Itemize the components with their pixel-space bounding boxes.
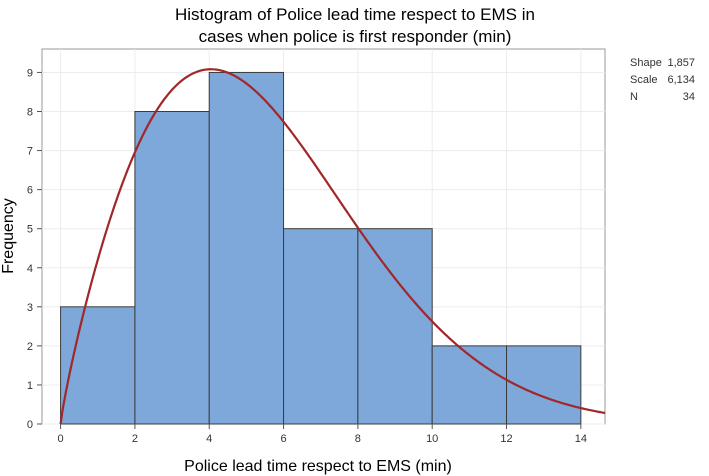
histogram-bar — [431, 345, 508, 425]
y-tick-label: 5 — [27, 224, 33, 236]
y-tick-label: 3 — [27, 302, 33, 314]
y-tick-label: 1 — [27, 380, 33, 392]
y-tick-label: 9 — [27, 67, 33, 79]
y-axis-title: Frequency — [0, 198, 17, 274]
histogram-bar — [506, 345, 582, 425]
stat-label-shape: Shape — [630, 57, 662, 69]
x-tick-label: 14 — [575, 433, 587, 445]
x-tick-label: 2 — [132, 433, 138, 445]
y-tick-label: 4 — [27, 263, 33, 275]
histogram-bar — [208, 71, 285, 425]
histogram-bar — [283, 228, 359, 425]
x-tick-label: 8 — [355, 433, 361, 445]
x-tick-label: 10 — [426, 433, 438, 445]
x-tick-label: 12 — [500, 433, 512, 445]
histogram-bars — [60, 71, 582, 425]
histogram-bar — [134, 111, 210, 425]
stat-label-scale: Scale — [630, 74, 658, 86]
stat-value-shape: 1,857 — [667, 57, 695, 69]
y-tick-label: 2 — [27, 341, 33, 353]
y-tick-label: 6 — [27, 185, 33, 197]
stat-value-n: 34 — [683, 91, 695, 103]
weibull-fit-curve — [59, 68, 606, 425]
y-tick-label: 7 — [27, 146, 33, 158]
stats-box: Shape 1,857 Scale 6,134 N 34 — [630, 57, 695, 103]
y-axis-ticks: 0 1 2 3 4 5 6 7 8 9 — [27, 67, 42, 431]
stat-value-scale: 6,134 — [667, 74, 695, 86]
x-tick-label: 0 — [58, 433, 64, 445]
x-axis-title: Police lead time respect to EMS (min) — [184, 458, 452, 475]
histogram-bar — [357, 228, 433, 425]
y-tick-label: 8 — [27, 107, 33, 119]
x-tick-label: 4 — [206, 433, 212, 445]
chart-title-line-1: Histogram of Police lead time respect to… — [175, 5, 535, 24]
x-axis-ticks: 0 2 4 6 8 10 12 14 — [58, 424, 587, 445]
histogram-bar — [60, 306, 136, 425]
chart-title-line-2: cases when police is first responder (mi… — [199, 27, 512, 46]
x-tick-label: 6 — [280, 433, 286, 445]
y-tick-label: 0 — [27, 419, 33, 431]
stat-label-n: N — [630, 91, 638, 103]
